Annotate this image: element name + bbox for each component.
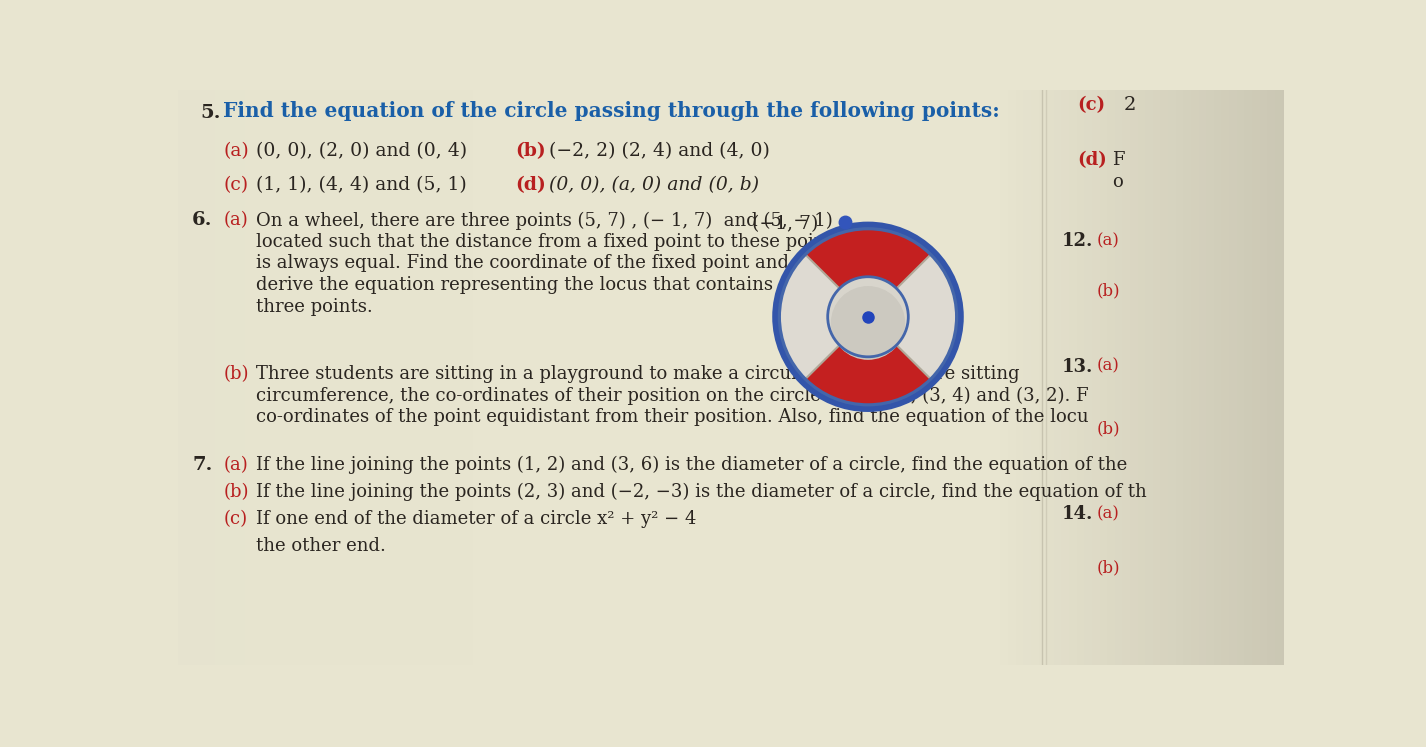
Text: (d): (d): [1077, 151, 1107, 170]
Text: 14.: 14.: [1062, 506, 1094, 524]
Text: (a): (a): [1097, 358, 1119, 374]
Text: located such that the distance from a fixed point to these points: located such that the distance from a fi…: [255, 233, 841, 251]
Text: (b): (b): [224, 483, 248, 501]
Wedge shape: [806, 229, 931, 288]
Circle shape: [779, 229, 957, 406]
Text: (b): (b): [224, 365, 248, 383]
Text: (−2, 2) (2, 4) and (4, 0): (−2, 2) (2, 4) and (4, 0): [549, 142, 770, 160]
Text: (b): (b): [1097, 282, 1121, 299]
Text: (a): (a): [224, 142, 250, 160]
Text: Find the equation of the circle passing through the following points:: Find the equation of the circle passing …: [224, 101, 1000, 121]
Text: derive the equation representing the locus that contains  all: derive the equation representing the loc…: [255, 276, 807, 294]
Text: (a): (a): [1097, 232, 1119, 249]
Text: three points.: three points.: [255, 297, 372, 315]
Text: (b): (b): [1097, 560, 1121, 577]
Text: o: o: [1112, 173, 1122, 190]
Text: (a): (a): [1097, 506, 1119, 522]
Text: is always equal. Find the coordinate of the fixed point and then: is always equal. Find the coordinate of …: [255, 255, 836, 273]
Wedge shape: [806, 345, 931, 406]
Text: 7.: 7.: [193, 456, 212, 474]
Circle shape: [831, 287, 904, 359]
Text: If the line joining the points (2, 3) and (−2, −3) is the diameter of a circle, : If the line joining the points (2, 3) an…: [255, 483, 1147, 501]
Text: On a wheel, there are three points (5, 7) , (− 1, 7)  and (5, − 1): On a wheel, there are three points (5, 7…: [255, 211, 833, 229]
Text: (d): (d): [515, 176, 546, 194]
Text: (c): (c): [1077, 96, 1105, 114]
Text: (c): (c): [224, 510, 247, 528]
Text: (b): (b): [1097, 421, 1121, 438]
Text: (b): (b): [515, 142, 546, 160]
Text: 12.: 12.: [1062, 232, 1094, 250]
Text: 6.: 6.: [193, 211, 212, 229]
Circle shape: [774, 224, 961, 409]
Text: 13.: 13.: [1062, 358, 1094, 376]
Text: Three students are sitting in a playground to make a circular path. They are sit: Three students are sitting in a playgrou…: [255, 365, 1020, 383]
Text: (c): (c): [224, 176, 248, 194]
Text: (−1, 7): (−1, 7): [752, 215, 819, 233]
Text: F: F: [1112, 151, 1125, 170]
Text: 5.: 5.: [200, 104, 221, 122]
Text: If the line joining the points (1, 2) and (3, 6) is the diameter of a circle, fi: If the line joining the points (1, 2) an…: [255, 456, 1127, 474]
Text: (a): (a): [224, 211, 248, 229]
Text: co-ordinates of the point equidistant from their position. Also, find the equati: co-ordinates of the point equidistant fr…: [255, 409, 1088, 427]
Circle shape: [827, 276, 908, 357]
Text: (0, 0), (2, 0) and (0, 4): (0, 0), (2, 0) and (0, 4): [255, 142, 466, 160]
Text: circumference, the co-ordinates of their position on the circle are (1, 2), (3, : circumference, the co-ordinates of their…: [255, 387, 1088, 405]
Text: (0, 0), (a, 0) and (0, b): (0, 0), (a, 0) and (0, b): [549, 176, 759, 194]
Circle shape: [779, 229, 957, 406]
Text: (1, 1), (4, 4) and (5, 1): (1, 1), (4, 4) and (5, 1): [255, 176, 466, 194]
Text: the other end.: the other end.: [255, 537, 385, 555]
Text: 2: 2: [1124, 96, 1137, 114]
Text: If one end of the diameter of a circle x² + y² − 4: If one end of the diameter of a circle x…: [255, 510, 696, 528]
Wedge shape: [897, 254, 957, 379]
Wedge shape: [779, 254, 840, 379]
Text: (a): (a): [224, 456, 248, 474]
